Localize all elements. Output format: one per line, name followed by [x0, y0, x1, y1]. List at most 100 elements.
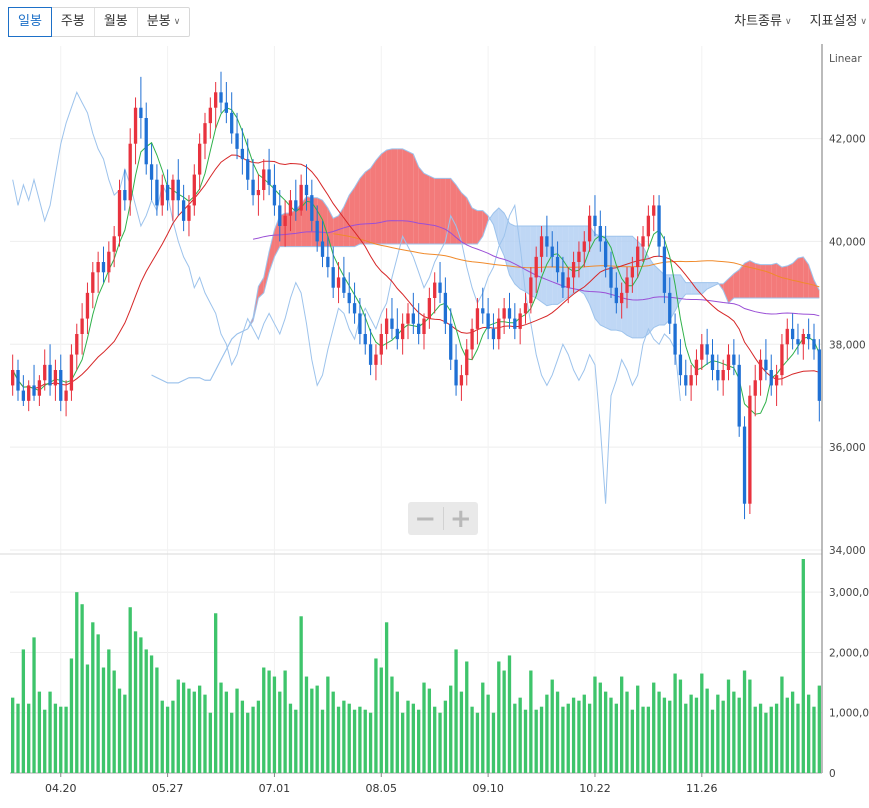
volume-bar[interactable] — [21, 649, 26, 773]
candle-body[interactable] — [342, 277, 346, 293]
candle-body[interactable] — [630, 267, 635, 278]
candle-body[interactable] — [149, 164, 154, 180]
volume-bar[interactable] — [304, 676, 309, 773]
candle-body[interactable] — [577, 251, 581, 262]
volume-bar[interactable] — [176, 679, 180, 773]
candle-body[interactable] — [155, 179, 159, 206]
volume-bar[interactable] — [181, 682, 186, 773]
candle-body[interactable] — [224, 102, 229, 113]
candle-body[interactable] — [176, 179, 180, 201]
candle-body[interactable] — [497, 318, 501, 340]
candle-body[interactable] — [502, 308, 506, 319]
indicator-settings-menu[interactable]: 지표설정 ∨ — [810, 10, 867, 29]
candle-body[interactable] — [288, 200, 293, 216]
volume-bar[interactable] — [497, 661, 501, 773]
volume-bar[interactable] — [160, 700, 164, 773]
volume-bar[interactable] — [91, 622, 95, 773]
volume-bar[interactable] — [331, 691, 335, 773]
candle-body[interactable] — [16, 370, 20, 391]
candle-body[interactable] — [347, 292, 351, 304]
volume-bar[interactable] — [705, 688, 709, 773]
volume-bar[interactable] — [513, 703, 517, 773]
candle-body[interactable] — [379, 334, 383, 355]
volume-bar[interactable] — [107, 649, 111, 773]
volume-bar[interactable] — [582, 694, 586, 773]
candle-body[interactable] — [449, 323, 453, 360]
volume-bar[interactable] — [299, 616, 303, 773]
tab-daily[interactable]: 일봉 — [8, 7, 52, 37]
volume-bar[interactable] — [646, 706, 651, 773]
candle-body[interactable] — [160, 184, 164, 206]
volume-bar[interactable] — [726, 679, 731, 773]
candle-body[interactable] — [75, 334, 79, 355]
volume-bar[interactable] — [16, 703, 20, 773]
candle-body[interactable] — [545, 236, 549, 247]
volume-bar[interactable] — [219, 682, 223, 773]
candle-body[interactable] — [518, 313, 522, 329]
candle-body[interactable] — [187, 205, 191, 221]
candle-body[interactable] — [112, 236, 116, 252]
candle-body[interactable] — [764, 359, 768, 370]
volume-bar[interactable] — [529, 670, 533, 773]
candle-body[interactable] — [358, 313, 362, 334]
volume-bar[interactable] — [352, 709, 357, 773]
volume-bar[interactable] — [785, 697, 789, 773]
candle-body[interactable] — [593, 215, 597, 226]
candle-body[interactable] — [582, 241, 586, 252]
volume-bar[interactable] — [192, 691, 196, 773]
candle-body[interactable] — [363, 334, 367, 345]
volume-bar[interactable] — [208, 712, 212, 773]
candle-body[interactable] — [534, 256, 538, 278]
volume-bar[interactable] — [470, 706, 474, 773]
candle-body[interactable] — [475, 308, 480, 329]
volume-bar[interactable] — [433, 706, 437, 773]
candle-body[interactable] — [550, 246, 554, 257]
candle-body[interactable] — [422, 318, 426, 334]
volume-bar[interactable] — [342, 700, 346, 773]
candle-body[interactable] — [59, 370, 63, 401]
volume-bar[interactable] — [748, 679, 752, 773]
volume-bar[interactable] — [117, 688, 122, 773]
candle-body[interactable] — [812, 339, 816, 350]
candle-body[interactable] — [107, 251, 111, 273]
candle-body[interactable] — [326, 256, 330, 268]
volume-bar[interactable] — [566, 703, 570, 773]
volume-bar[interactable] — [59, 706, 63, 773]
candle-body[interactable] — [69, 354, 74, 391]
candle-body[interactable] — [96, 262, 100, 273]
candle-body[interactable] — [678, 354, 683, 376]
candle-body[interactable] — [320, 241, 325, 257]
volume-bar[interactable] — [689, 694, 693, 773]
candle-body[interactable] — [614, 287, 618, 304]
candle-body[interactable] — [796, 339, 800, 345]
candle-body[interactable] — [780, 344, 784, 376]
candle-body[interactable] — [566, 277, 570, 288]
volume-bar[interactable] — [806, 694, 811, 773]
candle-body[interactable] — [246, 159, 250, 180]
candle-body[interactable] — [331, 267, 335, 288]
volume-bar[interactable] — [251, 706, 255, 773]
volume-bar[interactable] — [710, 709, 715, 773]
volume-bar[interactable] — [481, 682, 485, 773]
candle-body[interactable] — [561, 272, 565, 288]
volume-bar[interactable] — [96, 634, 100, 773]
candle-body[interactable] — [742, 426, 747, 504]
candle-body[interactable] — [481, 308, 485, 314]
volume-bar[interactable] — [678, 679, 683, 773]
volume-bar[interactable] — [475, 712, 480, 773]
volume-bar[interactable] — [155, 667, 159, 773]
candle-body[interactable] — [737, 364, 741, 427]
candle-body[interactable] — [555, 256, 560, 273]
volume-bar[interactable] — [75, 592, 79, 773]
candle-body[interactable] — [278, 205, 282, 226]
volume-bar[interactable] — [384, 622, 389, 773]
volume-bar[interactable] — [438, 712, 442, 773]
volume-bar[interactable] — [598, 682, 602, 773]
candle-body[interactable] — [101, 262, 106, 273]
volume-bar[interactable] — [465, 661, 469, 773]
volume-bar[interactable] — [144, 649, 148, 773]
candle-body[interactable] — [395, 328, 399, 340]
candle-body[interactable] — [53, 370, 58, 386]
candle-body[interactable] — [310, 195, 314, 221]
volume-bar[interactable] — [43, 709, 47, 773]
